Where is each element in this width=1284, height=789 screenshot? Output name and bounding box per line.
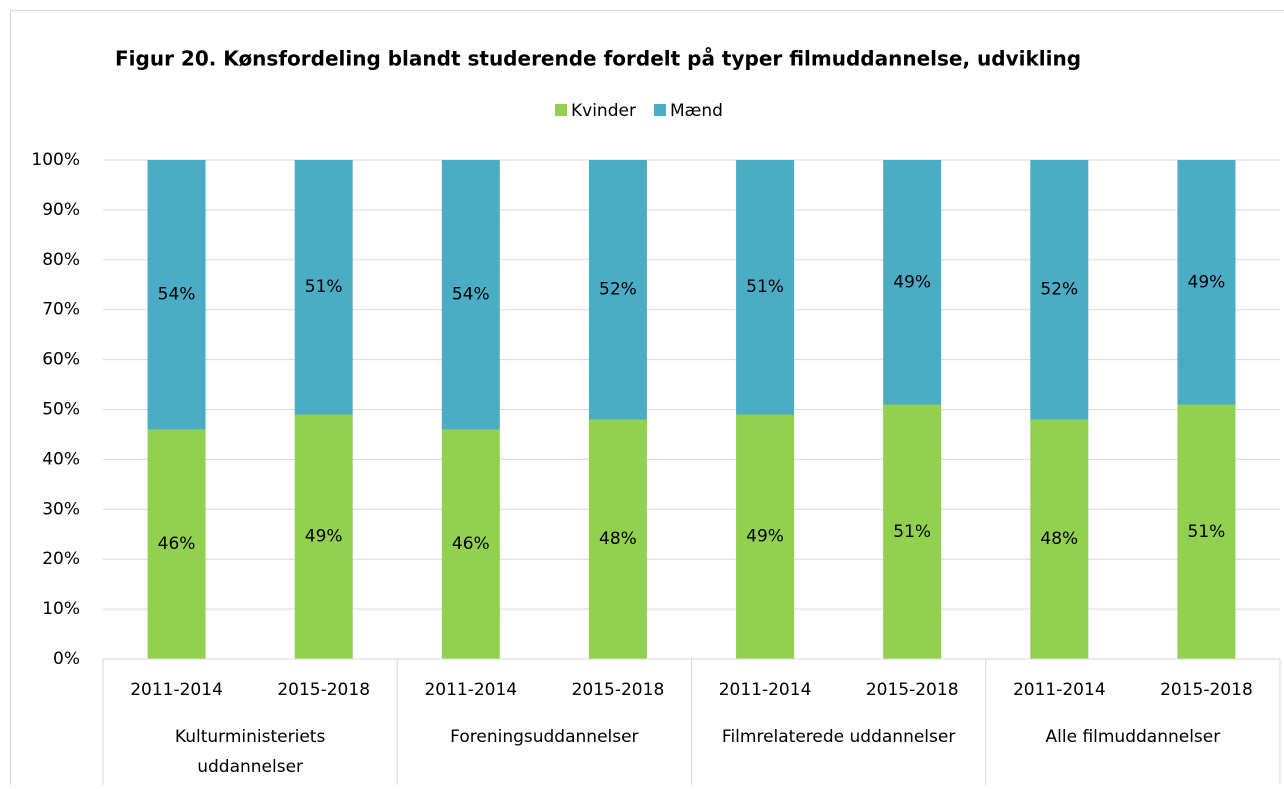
data-label: 51%: [305, 277, 343, 297]
data-label: 49%: [1188, 272, 1226, 292]
x-tick-label: 2015-2018: [572, 680, 665, 700]
legend-swatch: [654, 104, 666, 116]
x-tick-label: 2015-2018: [1160, 680, 1253, 700]
y-tick-label: 20%: [42, 549, 80, 569]
x-tick-label: 2011-2014: [130, 680, 223, 700]
data-label: 51%: [1188, 522, 1226, 542]
data-label: 52%: [1040, 280, 1078, 300]
y-tick-label: 60%: [42, 350, 80, 370]
y-tick-label: 70%: [42, 300, 80, 320]
y-tick-label: 80%: [42, 250, 80, 270]
group-label: Kulturministeriets uddannelser: [123, 722, 377, 782]
group-label: Filmrelaterede uddannelser: [712, 722, 966, 752]
y-tick-label: 10%: [42, 599, 80, 619]
x-tick-label: 2015-2018: [866, 680, 959, 700]
data-label: 46%: [158, 534, 196, 554]
y-tick-label: 30%: [42, 499, 80, 519]
data-label: 54%: [452, 285, 490, 305]
legend-label: Kvinder: [571, 101, 636, 121]
y-tick-label: 40%: [42, 449, 80, 469]
data-label: 46%: [452, 534, 490, 554]
data-label: 51%: [893, 522, 931, 542]
x-tick-label: 2011-2014: [1013, 680, 1106, 700]
y-tick-label: 90%: [42, 200, 80, 220]
y-tick-label: 100%: [31, 150, 80, 170]
y-tick-label: 0%: [53, 649, 80, 669]
data-label: 52%: [599, 280, 637, 300]
data-label: 51%: [746, 277, 784, 297]
legend-swatch: [555, 104, 567, 116]
data-label: 49%: [305, 527, 343, 547]
chart-title: Figur 20. Kønsfordeling blandt studerend…: [115, 47, 1081, 71]
x-tick-label: 2011-2014: [719, 680, 812, 700]
data-label: 48%: [1040, 529, 1078, 549]
data-label: 48%: [599, 529, 637, 549]
data-label: 49%: [746, 527, 784, 547]
legend-label: Mænd: [670, 101, 723, 121]
data-label: 54%: [158, 285, 196, 305]
x-tick-label: 2015-2018: [277, 680, 370, 700]
data-label: 49%: [893, 272, 931, 292]
y-tick-label: 50%: [42, 400, 80, 420]
x-tick-label: 2011-2014: [424, 680, 517, 700]
group-label: Foreningsuddannelser: [417, 722, 671, 752]
group-label: Alle filmuddannelser: [1006, 722, 1260, 752]
